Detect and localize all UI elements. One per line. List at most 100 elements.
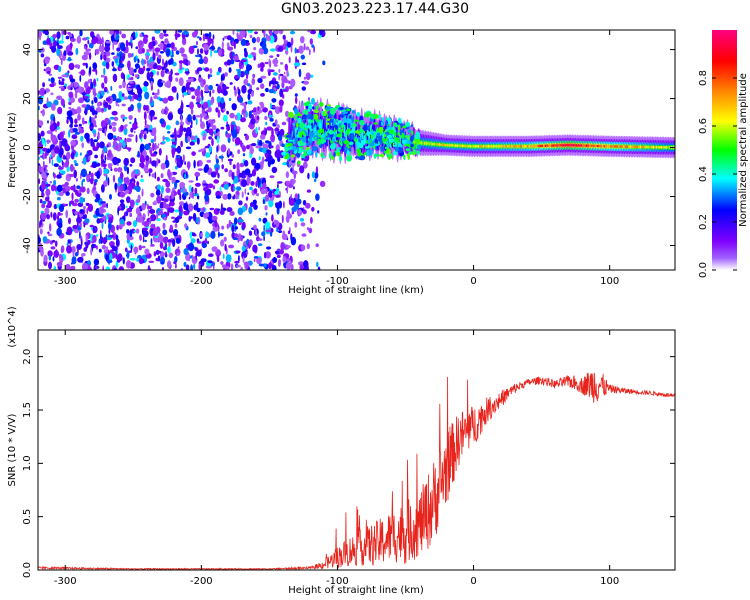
noise-speckle — [82, 62, 87, 66]
noise-speckle — [134, 63, 140, 69]
noise-speckle — [161, 66, 165, 71]
noise-speckle — [100, 90, 105, 96]
noise-speckle — [273, 64, 278, 67]
noise-speckle — [232, 121, 236, 126]
noise-speckle — [97, 131, 100, 141]
noise-speckle — [313, 45, 315, 53]
noise-speckle — [126, 60, 131, 69]
noise-speckle — [297, 193, 300, 200]
noise-speckle — [216, 71, 220, 76]
ridge-blob — [401, 132, 405, 139]
noise-speckle — [300, 222, 306, 227]
noise-speckle — [153, 251, 157, 257]
noise-speckle — [299, 218, 305, 222]
noise-speckle — [48, 73, 53, 77]
noise-speckle — [101, 222, 104, 230]
noise-speckle — [271, 166, 278, 174]
noise-speckle — [189, 231, 193, 239]
noise-speckle — [311, 171, 315, 179]
noise-speckle — [281, 77, 288, 83]
noise-speckle — [38, 120, 44, 127]
noise-speckle — [133, 130, 136, 134]
noise-speckle — [279, 128, 285, 136]
noise-speckle — [89, 116, 92, 124]
ridge-blob — [364, 146, 370, 149]
noise-speckle — [232, 164, 236, 170]
noise-speckle — [269, 69, 275, 73]
noise-speckle — [49, 83, 55, 88]
noise-speckle — [234, 226, 238, 230]
ridge-blob — [394, 146, 399, 152]
noise-speckle — [249, 186, 253, 191]
noise-speckle — [57, 211, 61, 216]
noise-speckle — [104, 117, 110, 126]
noise-speckle — [269, 55, 274, 58]
noise-speckle — [302, 161, 308, 169]
noise-speckle — [203, 132, 207, 141]
ridge-blob — [285, 134, 292, 138]
noise-speckle — [71, 134, 78, 140]
noise-speckle — [56, 121, 60, 127]
noise-speckle — [126, 196, 131, 204]
noise-speckle — [231, 40, 235, 47]
noise-speckle — [62, 30, 67, 35]
noise-speckle — [235, 250, 241, 254]
noise-speckle — [167, 260, 172, 269]
noise-speckle — [252, 244, 258, 253]
noise-speckle — [66, 242, 69, 246]
noise-speckle — [47, 70, 51, 75]
noise-speckle — [52, 239, 56, 243]
noise-speckle — [123, 157, 129, 166]
noise-speckle — [86, 173, 90, 183]
noise-speckle — [87, 79, 92, 84]
noise-speckle — [299, 165, 305, 174]
noise-speckle — [74, 131, 81, 135]
noise-speckle — [84, 218, 90, 224]
noise-speckle — [265, 212, 268, 216]
noise-speckle — [179, 182, 185, 189]
noise-speckle — [167, 95, 174, 102]
noise-speckle — [84, 81, 89, 89]
ridge-blob — [301, 136, 307, 143]
ridge-blob — [354, 156, 360, 159]
ridge-blob — [302, 109, 308, 115]
noise-speckle — [74, 211, 79, 216]
noise-speckle — [251, 77, 256, 86]
noise-speckle — [167, 246, 171, 254]
x-tick-label: 100 — [600, 276, 619, 287]
noise-speckle — [265, 121, 268, 126]
noise-speckle — [105, 61, 110, 70]
noise-speckle — [184, 223, 188, 229]
noise-speckle — [191, 119, 193, 126]
noise-speckle — [241, 251, 246, 259]
ridge-blob — [291, 117, 294, 122]
noise-speckle — [255, 180, 258, 188]
ridge-blob — [354, 130, 360, 134]
noise-speckle — [186, 161, 191, 169]
noise-speckle — [119, 218, 125, 225]
noise-speckle — [292, 179, 296, 184]
noise-speckle — [247, 100, 253, 105]
noise-speckle — [171, 138, 176, 142]
noise-speckle — [75, 178, 78, 182]
ridge-blob — [312, 106, 315, 110]
noise-speckle — [102, 163, 107, 168]
noise-speckle — [214, 219, 218, 228]
noise-speckle — [198, 58, 204, 64]
noise-speckle — [174, 72, 180, 76]
noise-speckle — [314, 172, 319, 179]
noise-speckle — [60, 58, 63, 66]
noise-speckle — [205, 109, 210, 113]
noise-speckle — [88, 155, 91, 160]
colorbar-gradient — [712, 30, 737, 270]
noise-speckle — [85, 242, 89, 249]
noise-speckle — [208, 146, 212, 153]
noise-speckle — [168, 73, 173, 83]
noise-speckle — [176, 145, 182, 154]
noise-speckle — [65, 158, 70, 167]
noise-speckle — [193, 159, 196, 169]
noise-speckle — [176, 252, 180, 256]
noise-speckle — [46, 37, 51, 45]
noise-speckle — [82, 37, 88, 41]
noise-speckle — [306, 243, 310, 250]
